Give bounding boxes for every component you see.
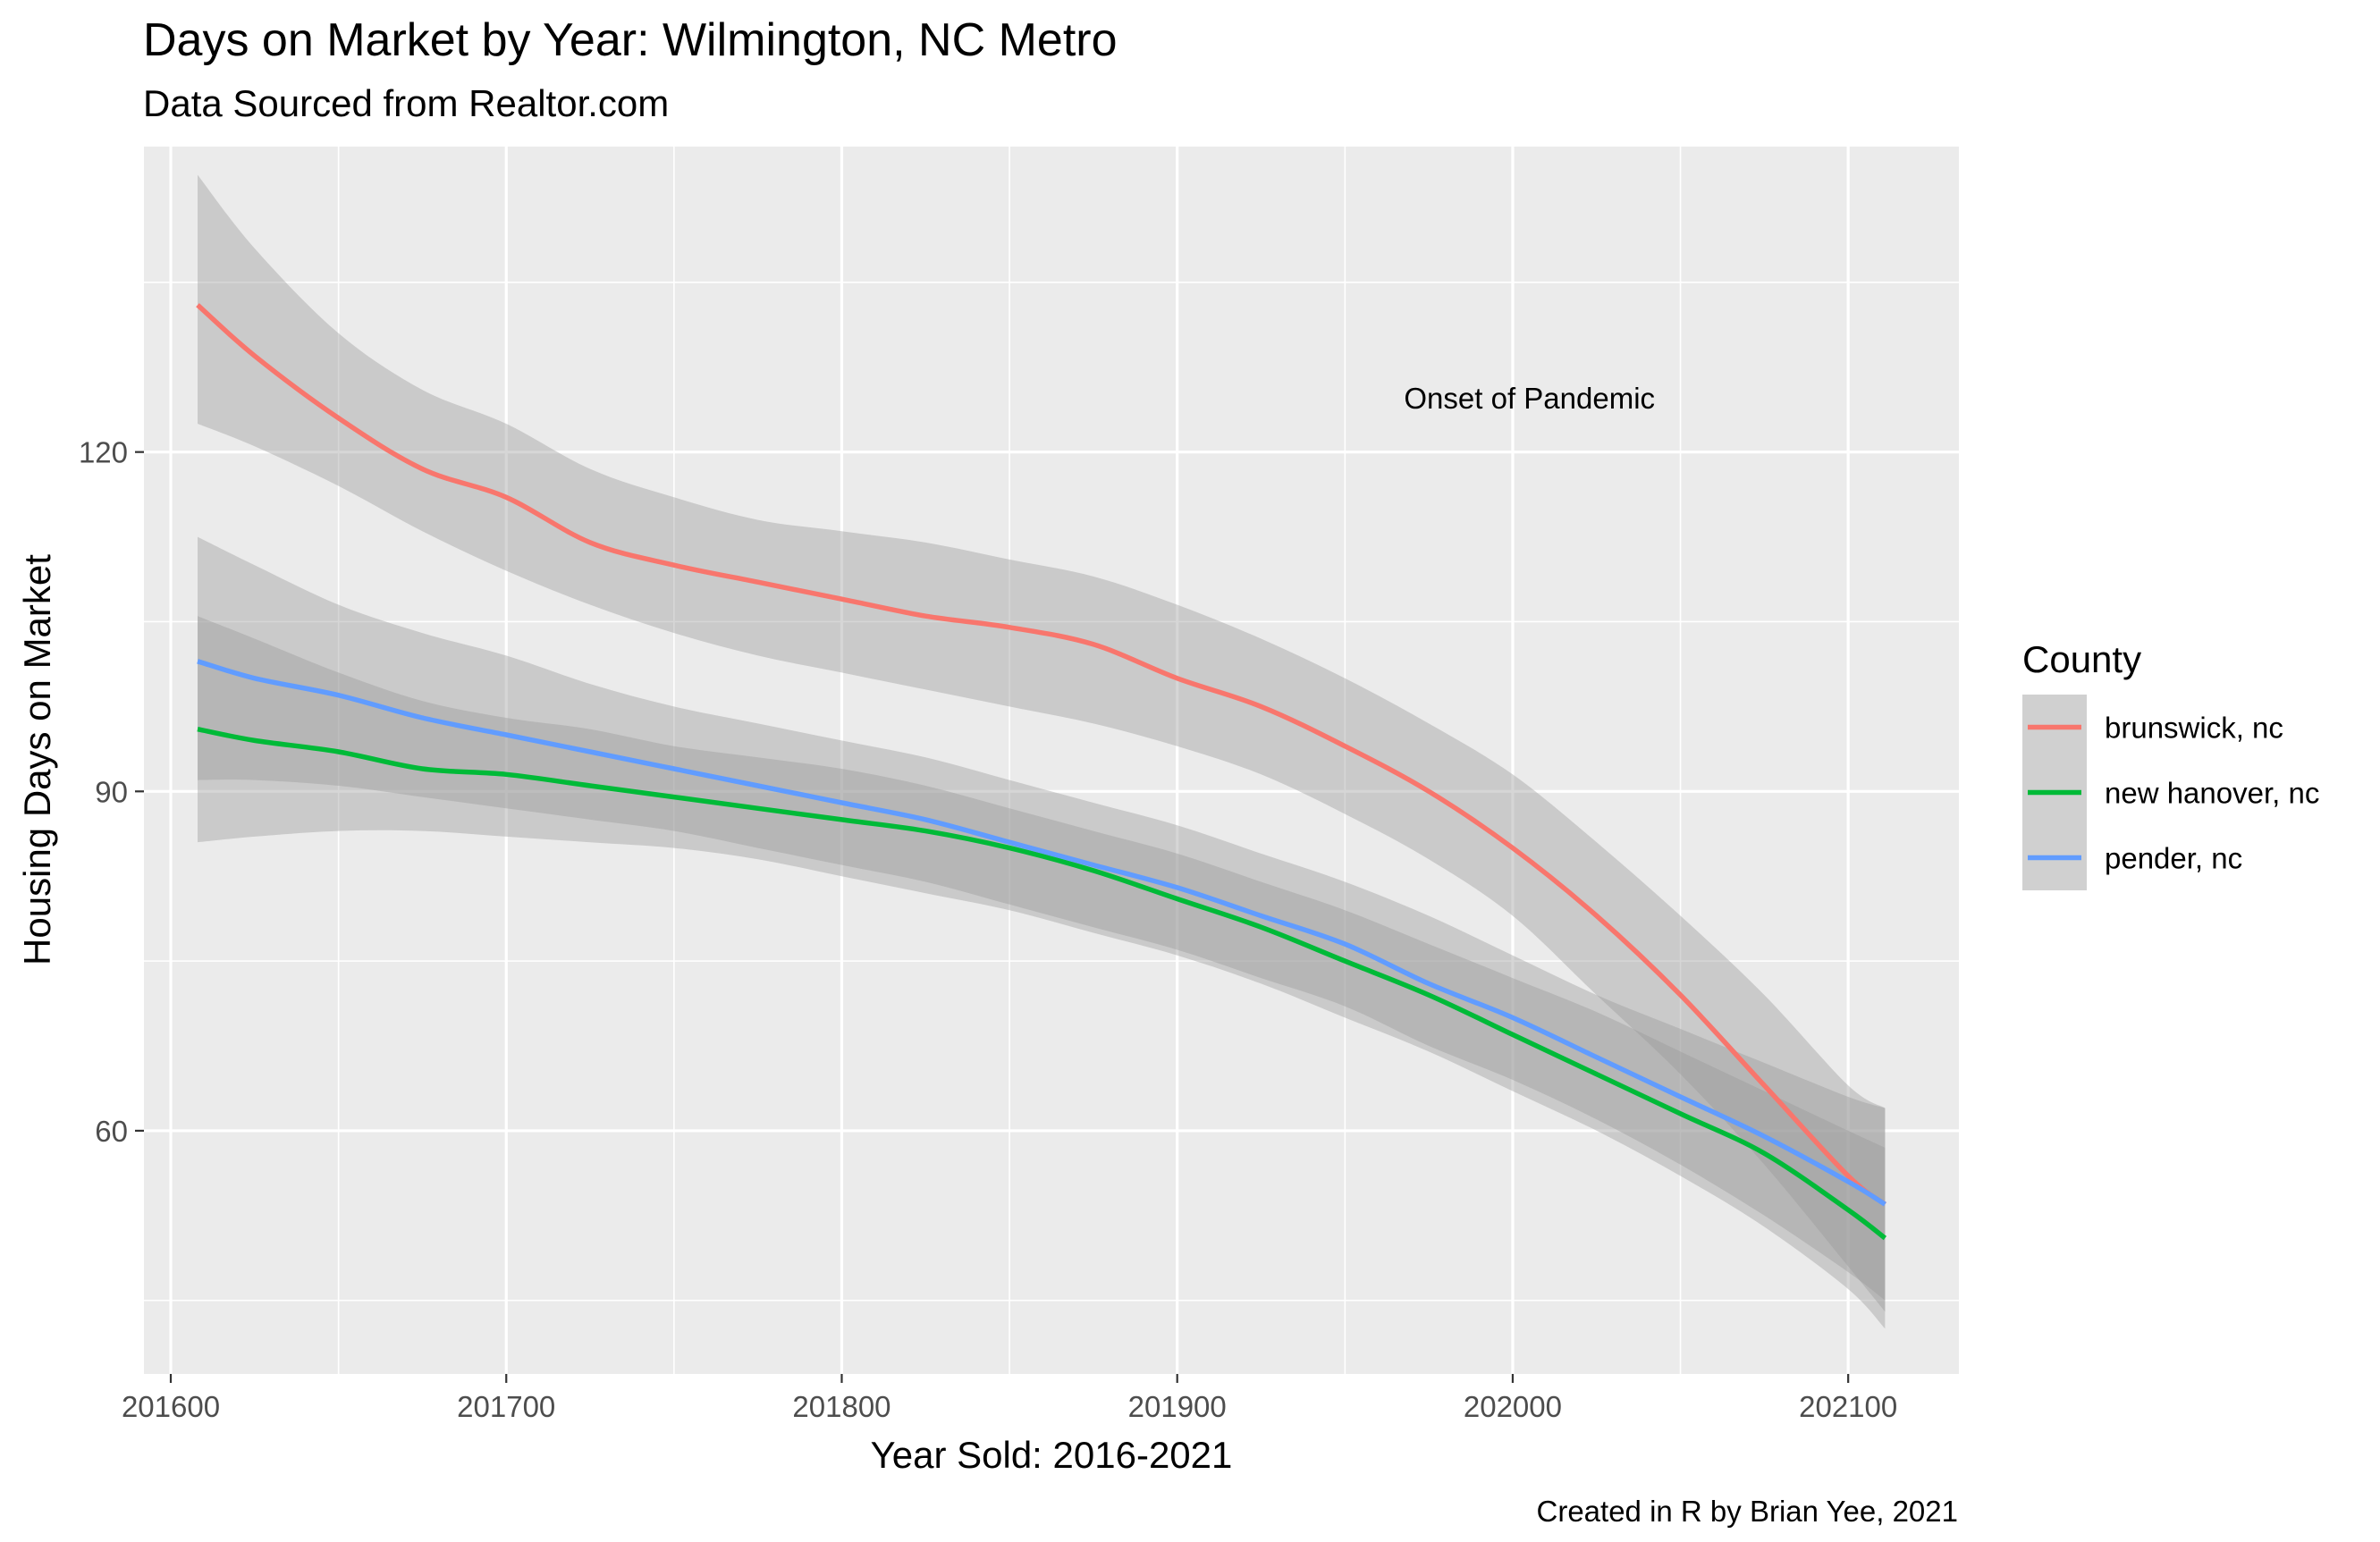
- legend-keys: brunswick, nc new hanover, nc pender, nc: [2022, 695, 2319, 890]
- x-tick-label: 201800: [792, 1390, 890, 1423]
- y-tick-label: 60: [95, 1115, 128, 1148]
- chart-title: Days on Market by Year: Wilmington, NC M…: [143, 14, 1118, 66]
- series-line: [197, 659, 1886, 1207]
- grid-major: [144, 147, 1959, 1374]
- x-axis-title: Year Sold: 2016-2021: [871, 1434, 1233, 1476]
- plot-panel: [144, 147, 1959, 1374]
- annotation-pandemic: Onset of Pandemic: [1404, 382, 1655, 415]
- x-tick-label: 202100: [1799, 1390, 1897, 1423]
- y-axis-title: Housing Days on Market: [16, 554, 58, 965]
- legend: County brunswick, nc new hanover, nc pende…: [2022, 638, 2319, 890]
- x-axis: 201600 201700 201800 201900 202000 202100: [122, 1374, 1897, 1423]
- legend-label: new hanover, nc: [2105, 777, 2319, 810]
- y-axis: 60 90 120: [79, 436, 144, 1148]
- caption: Created in R by Brian Yee, 2021: [1537, 1495, 1959, 1528]
- series-line: [196, 303, 1887, 1207]
- confidence-ribbon: [198, 536, 1886, 1301]
- confidence-ribbons: [198, 174, 1886, 1329]
- legend-label: pender, nc: [2105, 842, 2242, 875]
- legend-label: brunswick, nc: [2105, 712, 2283, 745]
- y-tick-label: 120: [79, 436, 128, 469]
- x-tick-label: 201700: [457, 1390, 555, 1423]
- legend-title: County: [2022, 638, 2141, 680]
- x-tick-label: 202000: [1464, 1390, 1562, 1423]
- confidence-ribbon: [198, 616, 1886, 1329]
- y-tick-label: 90: [95, 775, 128, 808]
- series-line: [197, 727, 1887, 1241]
- x-tick-label: 201900: [1128, 1390, 1227, 1423]
- chart-subtitle: Data Sourced from Realtor.com: [143, 82, 669, 124]
- series-lines: [196, 303, 1887, 1241]
- grid-minor: [144, 147, 1959, 1374]
- x-tick-label: 201600: [122, 1390, 220, 1423]
